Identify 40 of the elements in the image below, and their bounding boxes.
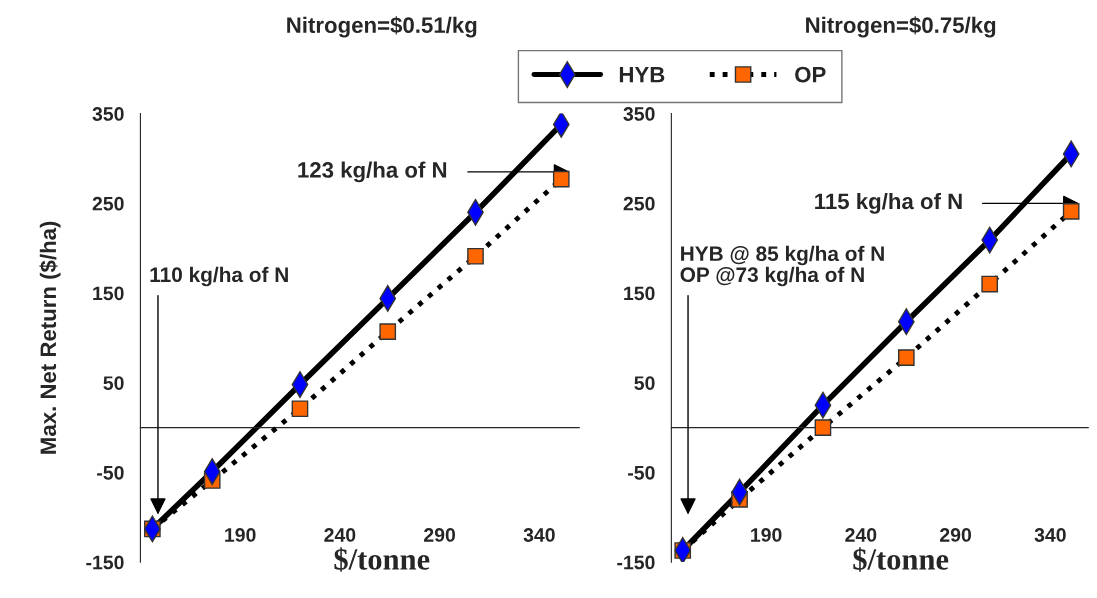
- point: [814, 419, 832, 436]
- point: [379, 323, 397, 340]
- x-tick-label: 190: [751, 528, 782, 542]
- point: [467, 247, 484, 265]
- y-tick-label: -50: [628, 465, 655, 480]
- point: [552, 170, 570, 188]
- x-tick-label: 340: [1034, 528, 1066, 542]
- x-tick-label: 340: [523, 528, 555, 542]
- x-tick-label: 190: [225, 528, 256, 542]
- point: [291, 400, 309, 418]
- y-tick-label: 350: [92, 107, 124, 121]
- y-tick-label: -150: [86, 555, 124, 570]
- x-tick-label: 290: [940, 528, 972, 542]
- point: [1062, 203, 1080, 220]
- x-tick-label: 240: [324, 528, 356, 542]
- annotation: 110 kg/ha of N: [150, 266, 288, 287]
- y-tick-label: 50: [634, 376, 655, 390]
- point: [897, 349, 915, 366]
- annotation: HYB @ 85 kg/ha of N OP @73 kg/ha of N: [680, 245, 884, 287]
- y-tick-label: 150: [624, 286, 655, 301]
- x-tick-label: 240: [845, 528, 877, 542]
- y-tick-label: 350: [623, 107, 655, 121]
- chart-title: Nitrogen=$0.51/kg: [287, 16, 477, 38]
- x-tick-label: 290: [424, 528, 456, 542]
- y-tick-label: -50: [97, 465, 124, 480]
- x-axis-title: $/tonne: [334, 547, 430, 572]
- legend-label: HYB: [619, 67, 665, 83]
- point: [981, 275, 999, 293]
- y-tick-label: 50: [103, 376, 124, 390]
- x-axis-title: $/tonne: [853, 547, 949, 572]
- annotation: 115 kg/ha of N: [815, 192, 962, 214]
- y-tick-label: -150: [617, 555, 655, 570]
- y-tick-label: 250: [623, 196, 655, 211]
- chart-title: Nitrogen=$0.75/kg: [806, 16, 996, 38]
- y-tick-label: 150: [93, 286, 124, 301]
- legend-label: OP: [795, 66, 826, 83]
- point: [552, 113, 570, 138]
- y-tick-label: 250: [92, 196, 124, 211]
- y-axis-title: Max. Net Return ($/ha): [39, 221, 61, 454]
- annotation: 123 kg/ha of N: [298, 161, 447, 183]
